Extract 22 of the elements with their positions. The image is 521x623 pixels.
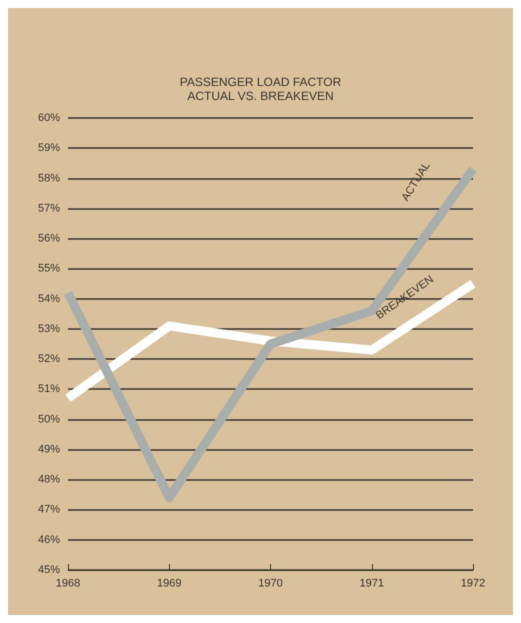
x-tick-label: 1968 — [56, 578, 80, 590]
y-tick-label: 55% — [38, 262, 60, 275]
x-tick-label: 1969 — [157, 578, 182, 590]
y-tick-label: 48% — [38, 474, 60, 486]
x-tick-label: 1970 — [258, 578, 283, 590]
chart-title: PASSENGER LOAD FACTOR ACTUAL VS. BREAKEVEN — [180, 75, 342, 103]
y-tick-label: 49% — [38, 443, 60, 456]
y-tick-label: 53% — [38, 322, 60, 335]
y-tick-label: 54% — [38, 292, 60, 305]
y-tick-label: 52% — [38, 353, 60, 366]
y-tick-label: 57% — [38, 202, 60, 214]
x-tick-label: 1971 — [360, 578, 384, 590]
y-tick-label: 56% — [38, 232, 60, 245]
y-tick-label: 50% — [38, 413, 60, 426]
y-tick-label: 47% — [38, 504, 60, 516]
y-tick-label: 45% — [38, 564, 60, 576]
x-tick-label: 1972 — [460, 578, 486, 590]
y-tick-label: 60% — [38, 112, 60, 124]
y-tick-label: 59% — [38, 142, 60, 154]
y-tick-label: 51% — [38, 383, 60, 396]
y-tick-label: 46% — [38, 534, 60, 546]
y-tick-label: 58% — [38, 172, 60, 184]
